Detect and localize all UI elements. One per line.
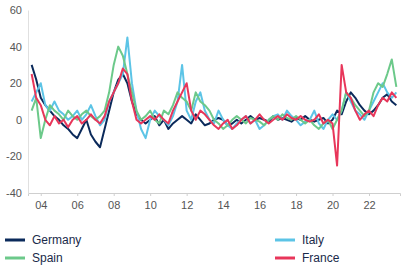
y-axis-line (28, 11, 29, 194)
legend-item: France (275, 251, 340, 265)
x-tick-mark (150, 193, 151, 196)
x-tick: 18 (290, 193, 302, 211)
x-tick-label: 06 (72, 199, 84, 211)
x-tick-label: 16 (254, 199, 266, 211)
y-tick: -40 (6, 187, 28, 199)
y-tick: 20 (10, 77, 28, 89)
y-tick: 0 (16, 114, 28, 126)
legend-swatch (5, 239, 25, 242)
x-tick-mark (41, 193, 42, 196)
x-tick-label: 18 (290, 199, 302, 211)
y-tick: 60 (10, 4, 28, 16)
x-tick-label: 14 (217, 199, 229, 211)
y-tick-label: 40 (10, 41, 22, 53)
x-tick-mark (333, 193, 334, 196)
x-tick-label: 12 (181, 199, 193, 211)
series-line (32, 37, 397, 138)
x-tick-label: 22 (363, 199, 375, 211)
x-tick-mark (223, 193, 224, 196)
series-line (32, 65, 397, 166)
x-tick-label: 08 (108, 199, 120, 211)
x-tick: 22 (363, 193, 375, 211)
legend-item: Germany (5, 233, 81, 247)
y-tick-label: 60 (10, 4, 22, 16)
legend-label: Spain (32, 251, 63, 265)
legend-label: Italy (302, 233, 324, 247)
x-tick: 20 (327, 193, 339, 211)
y-tick-label: 20 (10, 77, 22, 89)
plot-area (32, 37, 397, 165)
legend-swatch (275, 257, 295, 260)
x-axis: 04 06 08 10 12 14 16 18 20 22 (29, 193, 401, 211)
x-tick-mark (296, 193, 297, 196)
y-tick-label: -20 (6, 150, 22, 162)
y-tick-label: 0 (16, 114, 22, 126)
x-tick: 14 (217, 193, 229, 211)
legend-label: France (302, 251, 340, 265)
y-tick-label: -40 (6, 187, 22, 199)
x-tick-label: 04 (35, 199, 47, 211)
y-axis: -40 -20 0 20 40 60 (6, 4, 28, 199)
x-tick: 16 (254, 193, 266, 211)
x-tick-mark (77, 193, 78, 196)
x-tick-mark (187, 193, 188, 196)
legend-swatch (5, 257, 25, 260)
x-tick: 06 (72, 193, 84, 211)
x-tick: 12 (181, 193, 193, 211)
x-tick: 10 (145, 193, 157, 211)
x-tick-label: 10 (145, 199, 157, 211)
legend: Germany Italy Spain France (5, 233, 340, 265)
x-tick-mark (260, 193, 261, 196)
chart: 04 06 08 10 12 14 16 18 20 22 -40 -20 0 20 40 60 Germany… (0, 0, 407, 276)
x-tick-label: 20 (327, 199, 339, 211)
legend-item: Spain (5, 251, 63, 265)
x-tick: 04 (35, 193, 47, 211)
legend-swatch (275, 239, 295, 242)
x-axis-line (29, 194, 401, 197)
y-tick: 40 (10, 41, 28, 53)
legend-item: Italy (275, 233, 324, 247)
legend-label: Germany (32, 233, 81, 247)
x-tick: 08 (108, 193, 120, 211)
x-tick-mark (114, 193, 115, 196)
x-tick-mark (369, 193, 370, 196)
y-tick: -20 (6, 150, 28, 162)
